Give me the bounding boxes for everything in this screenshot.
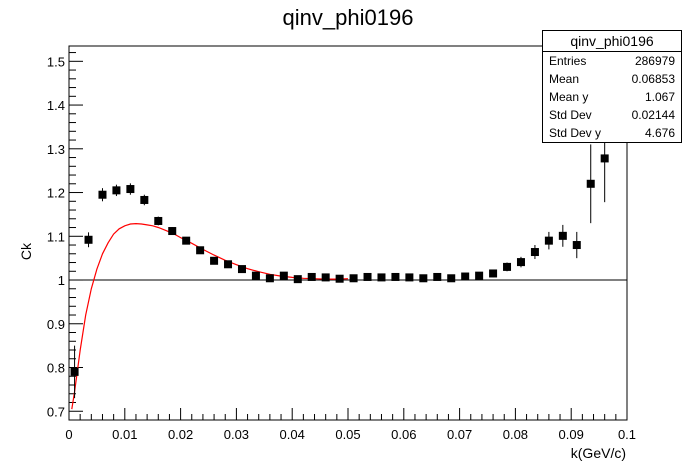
stats-value: 0.02144 <box>631 108 675 122</box>
data-point <box>237 265 246 274</box>
x-tick-label: 0.04 <box>280 427 305 442</box>
data-point <box>516 258 525 267</box>
x-tick-label: 0.06 <box>391 427 416 442</box>
data-point <box>168 227 177 236</box>
data-point <box>419 274 428 283</box>
data-point <box>70 367 79 376</box>
stats-row-entries: Entries 286979 <box>543 52 681 70</box>
x-tick-label: 0.01 <box>112 427 137 442</box>
y-tick-label: 1.5 <box>47 54 65 69</box>
data-point <box>154 216 163 225</box>
x-axis-label: k(GeV/c) <box>571 445 626 461</box>
x-tick-label: 0 <box>65 427 72 442</box>
data-point <box>84 235 93 244</box>
stats-title: qinv_phi0196 <box>543 31 681 52</box>
data-point <box>558 231 567 240</box>
stats-label: Entries <box>549 54 587 68</box>
y-tick-label: 1 <box>58 273 65 288</box>
y-tick-label: 0.9 <box>47 317 65 332</box>
x-tick-label: 0.02 <box>168 427 193 442</box>
y-tick-label: 0.8 <box>47 361 65 376</box>
stats-value: 286979 <box>634 54 675 68</box>
stats-value: 0.06853 <box>631 72 675 86</box>
data-point <box>433 272 442 281</box>
data-point <box>210 256 219 265</box>
data-point <box>112 186 121 195</box>
data-point <box>265 274 274 283</box>
stats-label: Std Dev <box>549 108 592 122</box>
y-axis-label: Ck <box>18 242 34 260</box>
stats-value: 4.676 <box>644 126 675 140</box>
stats-label: Mean <box>549 72 580 86</box>
data-point <box>405 273 414 282</box>
data-point <box>503 262 512 271</box>
plot-area: 0 0.01 0.02 0.03 0.04 0.05 0.06 0.07 0.08 0.09 0.1… <box>47 45 636 442</box>
data-point <box>530 248 539 257</box>
data-point <box>349 274 358 283</box>
y-tick-label: 1.4 <box>47 98 65 113</box>
data-point <box>182 236 191 245</box>
data-point <box>307 272 316 281</box>
x-tick-label: 0.05 <box>335 427 360 442</box>
data-point <box>321 273 330 282</box>
stats-label: Mean y <box>549 90 589 104</box>
data-point <box>461 272 470 281</box>
y-tick-label: 1.3 <box>47 142 65 157</box>
stats-row-std-dev: Std Dev 0.02144 <box>543 106 681 124</box>
data-point <box>98 190 107 199</box>
stats-value: 1.067 <box>644 90 675 104</box>
data-point <box>335 274 344 283</box>
stats-row-std-dev-y: Std Dev y 4.676 <box>543 124 681 142</box>
data-point <box>224 260 233 269</box>
chart-title: qinv_phi0196 <box>283 5 414 30</box>
data-point <box>475 271 484 280</box>
data-point <box>377 273 386 282</box>
data-point <box>572 241 581 250</box>
x-tick-label: 0.07 <box>447 427 472 442</box>
x-tick-label: 0.1 <box>618 427 636 442</box>
data-point <box>391 272 400 281</box>
data-point <box>544 236 553 245</box>
fit-curve <box>71 222 349 410</box>
data-point <box>447 274 456 283</box>
y-tick-label: 0.7 <box>47 404 65 419</box>
y-tick-label: 1.2 <box>47 186 65 201</box>
data-point <box>489 269 498 278</box>
data-point <box>140 195 149 204</box>
data-point <box>251 271 260 280</box>
data-point <box>196 246 205 255</box>
y-tick-label: 1.1 <box>47 229 65 244</box>
stats-row-mean-y: Mean y 1.067 <box>543 88 681 106</box>
stats-row-mean: Mean 0.06853 <box>543 70 681 88</box>
data-point <box>586 179 595 188</box>
data-point <box>363 272 372 281</box>
data-point <box>126 185 135 194</box>
data-point <box>279 271 288 280</box>
x-tick-label: 0.08 <box>503 427 528 442</box>
stats-label: Std Dev y <box>549 126 602 140</box>
x-tick-label: 0.09 <box>559 427 584 442</box>
stats-box: qinv_phi0196 Entries 286979 Mean 0.06853… <box>542 30 682 143</box>
data-point <box>293 275 302 284</box>
data-point <box>600 154 609 163</box>
x-tick-label: 0.03 <box>224 427 249 442</box>
